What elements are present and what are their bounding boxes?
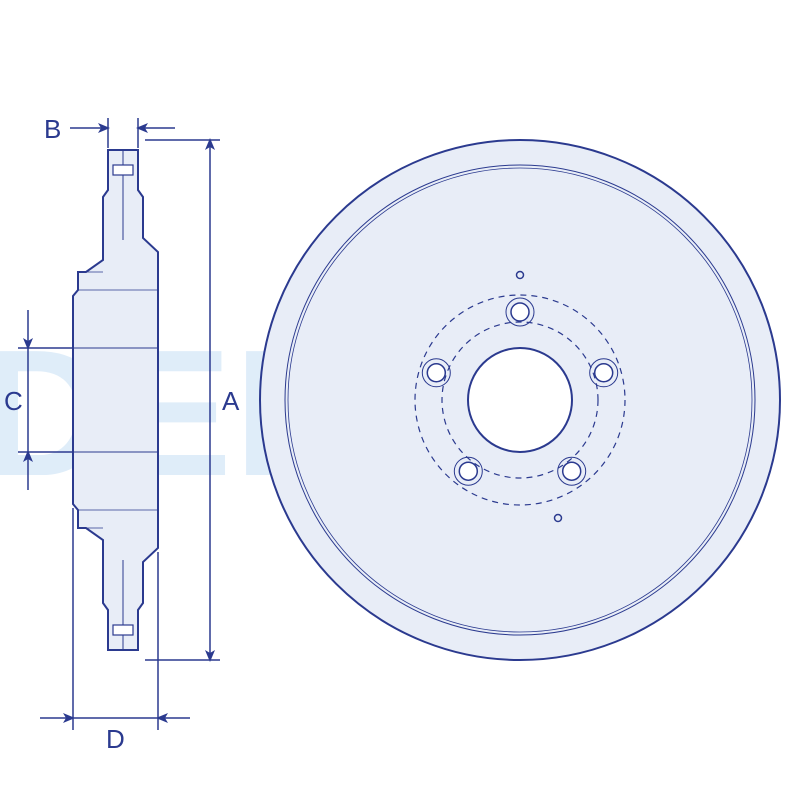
dim-label-C: C bbox=[4, 386, 23, 417]
front-view bbox=[260, 140, 780, 660]
diagram-svg bbox=[0, 0, 800, 800]
side-view bbox=[73, 150, 158, 650]
dim-label-D: D bbox=[106, 724, 125, 755]
dim-label-B: B bbox=[44, 114, 61, 145]
dim-label-A: A bbox=[222, 386, 239, 417]
